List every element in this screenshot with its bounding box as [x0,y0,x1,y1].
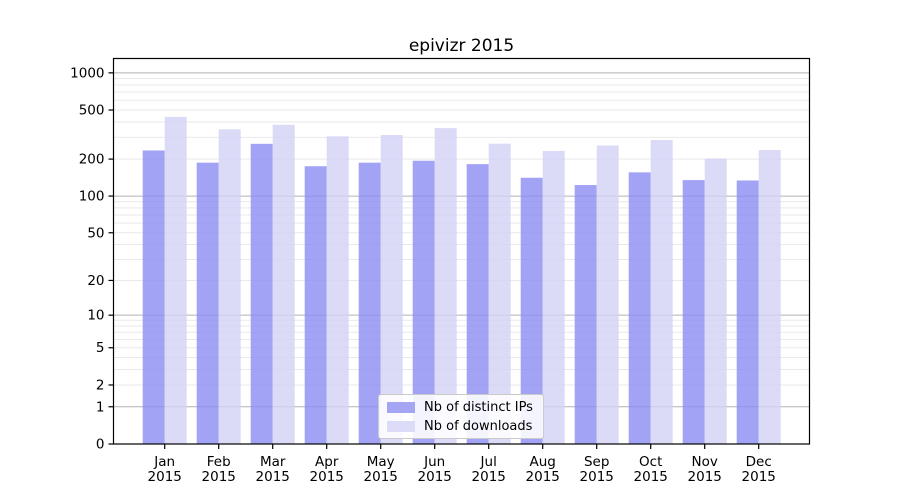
chart-title: epivizr 2015 [408,36,515,56]
x-tick-label-month: Sep [584,454,609,470]
x-tick-label-year: 2015 [202,469,236,485]
plot-border [112,57,811,445]
x-tick-label-year: 2015 [256,469,290,485]
x-tick-label-month: Apr [315,454,339,470]
x-tick-label-month: Feb [207,454,231,470]
bar-nb-of-distinct-ips-aug-2015 [520,177,543,444]
legend-label: Nb of downloads [424,418,533,434]
x-tick-label-year: 2015 [148,469,182,485]
bar-nb-of-downloads-nov-2015 [704,158,727,444]
x-tick-label-month: Mar [260,454,286,470]
x-tick-label-year: 2015 [634,469,668,485]
bar-nb-of-downloads-oct-2015 [650,139,673,444]
x-tick-label-year: 2015 [364,469,398,485]
bar-nb-of-downloads-feb-2015 [218,129,241,445]
bar-nb-of-distinct-ips-may-2015 [358,162,381,444]
y-tick-label: 200 [79,152,105,168]
bar-nb-of-distinct-ips-nov-2015 [682,180,705,444]
bar-nb-of-distinct-ips-sep-2015 [574,185,597,444]
x-tick-label-year: 2015 [580,469,614,485]
bar-nb-of-distinct-ips-mar-2015 [250,143,273,444]
x-tick-label-month: Oct [639,454,662,470]
bar-nb-of-downloads-apr-2015 [326,136,349,444]
bar-nb-of-downloads-jun-2015 [434,128,457,445]
y-tick-label: 20 [87,273,104,289]
x-tick-label-month: Jun [423,454,445,470]
legend: Nb of distinct IPs Nb of downloads [378,394,544,439]
bar-nb-of-downloads-sep-2015 [596,145,619,444]
bar-nb-of-downloads-jul-2015 [488,143,511,445]
x-tick-label-year: 2015 [418,469,452,485]
x-tick-label-year: 2015 [526,469,560,485]
bar-nb-of-downloads-dec-2015 [758,150,781,444]
x-tick-label-month: May [367,454,395,470]
y-tick-label: 100 [79,189,105,205]
bar-nb-of-downloads-jan-2015 [164,116,187,445]
y-tick-label: 0 [96,437,105,453]
bar-nb-of-distinct-ips-jun-2015 [412,160,435,444]
x-tick-label-month: Dec [746,454,772,470]
bar-nb-of-downloads-aug-2015 [542,150,565,445]
y-tick-label: 2 [96,377,105,393]
bar-nb-of-downloads-may-2015 [380,134,403,444]
bar-nb-of-distinct-ips-feb-2015 [196,162,219,444]
bar-nb-of-distinct-ips-jan-2015 [142,150,165,445]
x-tick-label-year: 2015 [310,469,344,485]
y-tick-label: 500 [79,103,105,119]
y-tick-label: 10 [87,308,104,324]
y-tick-label: 1 [96,399,105,415]
x-tick-label-month: Aug [530,454,556,470]
legend-item-distinct-ips: Nb of distinct IPs [387,400,543,415]
legend-label: Nb of distinct IPs [424,399,533,415]
distinct-ips-swatch-icon [387,401,415,413]
downloads-swatch-icon [387,420,415,432]
x-tick-label-year: 2015 [688,469,722,485]
bar-nb-of-downloads-mar-2015 [272,124,295,445]
legend-item-downloads: Nb of downloads [387,419,543,434]
y-tick-label: 50 [87,225,104,241]
x-tick-label-year: 2015 [742,469,776,485]
x-tick-label-month: Jan [153,454,175,470]
bar-nb-of-distinct-ips-apr-2015 [304,166,327,444]
x-tick-label-month: Nov [692,454,718,470]
y-tick-label: 1000 [70,65,104,81]
x-tick-label-year: 2015 [472,469,506,485]
y-tick-label: 5 [96,340,105,356]
bar-nb-of-distinct-ips-dec-2015 [736,180,759,444]
bar-nb-of-distinct-ips-jul-2015 [466,164,489,444]
x-tick-label-month: Jul [480,454,497,470]
bar-nb-of-distinct-ips-oct-2015 [628,172,651,444]
